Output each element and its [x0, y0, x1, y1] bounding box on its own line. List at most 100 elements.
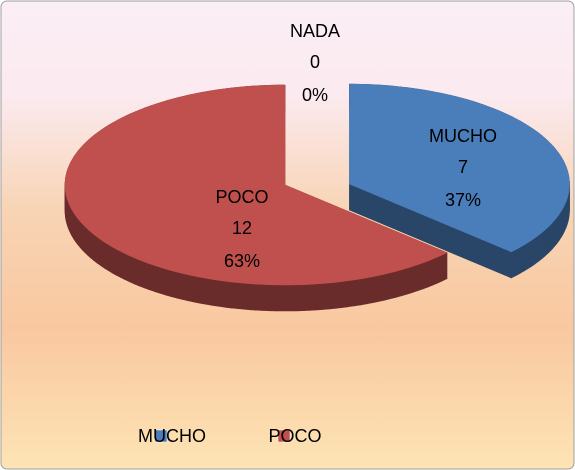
data-label-percent: 0%	[302, 85, 328, 105]
slice-wall	[510, 249, 517, 279]
slice-wall	[205, 277, 213, 306]
labels: MUCHO 7 37% POCO 12 63% NADA 0 0%	[215, 21, 497, 271]
data-label-category: NADA	[290, 21, 340, 41]
slice-wall	[90, 231, 95, 262]
slice-wall	[263, 284, 271, 312]
slice-wall	[159, 266, 166, 296]
slice-wall	[230, 281, 238, 309]
slice-wall	[321, 282, 330, 310]
slice-wall	[193, 275, 201, 304]
slice-wall	[237, 282, 245, 310]
data-label-value: 0	[310, 52, 320, 72]
slice-wall	[289, 284, 297, 312]
slice-wall	[417, 262, 424, 292]
slice-wall	[111, 246, 117, 276]
legend-label: POCO	[268, 426, 321, 446]
slice-wall	[401, 267, 408, 297]
legend-swatch	[154, 429, 168, 443]
slice-wall	[164, 268, 172, 297]
slice-wall	[389, 271, 397, 300]
slice-wall	[531, 237, 536, 267]
slice-wall	[170, 270, 177, 299]
slice-wall	[406, 266, 413, 295]
slice-wall	[427, 258, 434, 288]
legend-label: MUCHO	[138, 426, 206, 446]
slice-wall	[269, 284, 277, 312]
data-label-value: 12	[232, 218, 252, 238]
slice-wall	[302, 284, 310, 312]
slice-wall	[519, 244, 525, 274]
slice-wall	[134, 257, 140, 287]
slice-wall	[96, 236, 101, 267]
slice-wall	[422, 260, 429, 290]
slice-wall	[328, 282, 336, 310]
slice-wall	[334, 281, 342, 309]
slice-wall	[308, 283, 317, 311]
slice-wall	[224, 280, 232, 309]
data-label-percent: 63%	[224, 251, 260, 271]
slice-wall	[93, 233, 98, 264]
data-label-value: 7	[458, 157, 468, 177]
slice-wall	[538, 232, 543, 262]
slice-wall	[395, 269, 402, 298]
slice-wall	[527, 239, 532, 270]
slice-wall	[148, 263, 155, 292]
pie	[64, 83, 570, 312]
slice-wall	[384, 272, 391, 301]
slice-wall	[212, 279, 219, 307]
slice-wall	[550, 221, 554, 252]
slice-wall	[75, 214, 78, 246]
slice-wall	[124, 253, 130, 283]
slice-wall	[276, 284, 284, 312]
slice-wall	[138, 259, 145, 289]
slice-wall	[218, 279, 226, 308]
legend-swatch	[277, 429, 291, 443]
slice-wall	[104, 241, 109, 272]
slice-wall	[437, 254, 443, 284]
slice-wall	[341, 280, 349, 308]
data-label-category: POCO	[215, 187, 268, 207]
slice-wall	[315, 283, 323, 311]
slice-wall	[515, 246, 521, 277]
slice-wall	[100, 239, 105, 269]
slice-wall	[120, 250, 126, 281]
slice-wall	[79, 220, 83, 251]
slice-wall	[282, 284, 290, 312]
slice-wall	[250, 283, 258, 311]
slice-wall	[441, 252, 448, 282]
slice-wall	[353, 278, 361, 307]
slice-wall	[523, 242, 529, 272]
slice	[349, 83, 570, 253]
slice-wall	[129, 255, 135, 285]
slice-wall	[552, 218, 556, 249]
slice-wall	[87, 228, 91, 259]
slice-wall	[372, 275, 379, 304]
slice-wall	[534, 234, 539, 265]
slice-wall	[199, 276, 207, 305]
slice-wall	[143, 261, 150, 291]
slice-wall	[243, 282, 251, 311]
data-label-category: MUCHO	[429, 126, 497, 146]
slice-wall	[555, 215, 559, 247]
slice-wall	[432, 256, 439, 286]
slice-wall	[366, 276, 373, 305]
slice-wall	[347, 279, 355, 308]
slice-wall	[107, 243, 113, 274]
slice-wall	[81, 223, 86, 254]
slice-wall	[116, 248, 121, 278]
slice-wall	[256, 283, 264, 311]
slice-wall	[181, 273, 189, 302]
slice-wall	[544, 226, 549, 257]
legend: MUCHO POCO	[138, 426, 322, 446]
slice-wall	[84, 225, 88, 256]
slice-wall	[359, 277, 367, 306]
slice-wall	[187, 274, 195, 303]
slice-wall	[77, 217, 81, 248]
slice-wall	[154, 265, 161, 294]
slice-wall	[295, 284, 304, 312]
slice-wall	[378, 273, 385, 302]
slice-wall	[541, 229, 546, 260]
data-label-percent: 37%	[445, 190, 481, 210]
slice	[64, 84, 448, 286]
